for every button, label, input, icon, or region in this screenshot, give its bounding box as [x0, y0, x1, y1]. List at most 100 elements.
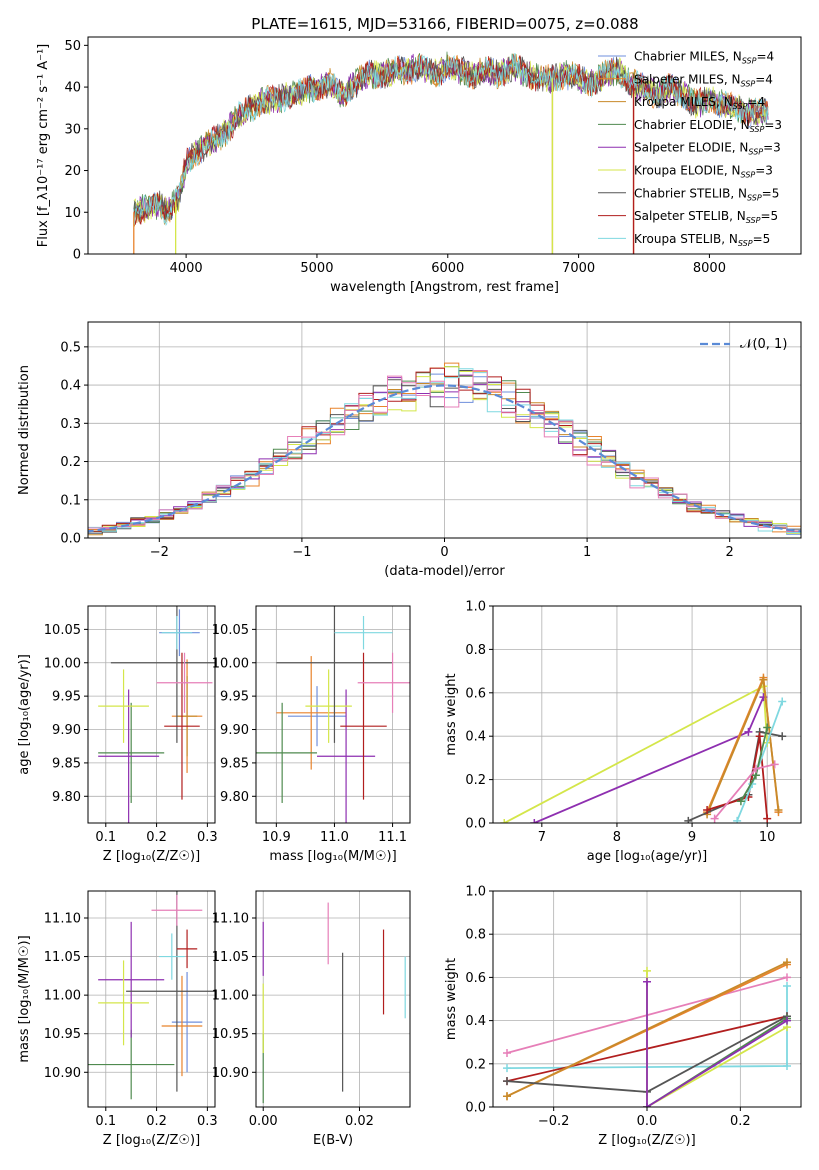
plot-content — [98, 606, 215, 823]
y-tick-label: 50 — [64, 39, 81, 54]
y-tick-label: 9.90 — [52, 723, 81, 738]
y-tick-label: 10.00 — [44, 656, 81, 671]
x-tick-label: 4000 — [170, 261, 203, 276]
x-tick-label: 0.3 — [197, 1114, 218, 1129]
weight-marker — [783, 958, 791, 967]
y-tick-label: 11.00 — [44, 989, 81, 1004]
weight-marker — [643, 1103, 651, 1107]
y-axis-label: mass [log₁₀(M/M☉)] — [17, 935, 32, 1062]
plot-area — [256, 891, 410, 1107]
x-tick-label: 10.9 — [262, 830, 291, 845]
x-tick-label: 0.1 — [95, 830, 116, 845]
y-tick-label: 11.05 — [212, 950, 249, 965]
weight-marker — [778, 697, 787, 706]
axes-frame — [492, 605, 802, 824]
y-tick-label: 0.4 — [60, 379, 81, 394]
y-tick-label: 0.2 — [60, 455, 81, 470]
weight-line — [646, 981, 788, 1107]
chart-mass-vs-ebv: 0.00 0.02 10.90 10.95 11.00 11.05 11.10 E(B-V) — [212, 890, 411, 1148]
x-tick-label: 8000 — [693, 261, 726, 276]
y-tick-label: 10.90 — [212, 1066, 249, 1081]
weight-marker — [783, 1016, 791, 1025]
legend-label: Chabrier MILES, NSSP=4 — [634, 50, 774, 66]
weight-marker — [759, 675, 768, 684]
x-axis-label: wavelength [Angstrom, rest frame] — [330, 280, 559, 295]
weight-marker — [783, 973, 791, 982]
plot-area — [88, 606, 215, 823]
chart-spectrum: Chabrier MILES, NSSP=4 Salpeter MILES, NS… — [36, 36, 802, 295]
x-tick-label: 11.1 — [378, 830, 407, 845]
x-axis-label: mass [log₁₀(M/M☉)] — [269, 849, 396, 864]
chart-age-vs-Z: 0.1 0.2 0.3 9.80 9.85 9.90 9.95 10.00 10.05 Z [lo… — [17, 605, 218, 864]
legend-label: Chabrier ELODIE, NSSP=3 — [634, 118, 782, 134]
y-tick-label: 10.95 — [212, 1027, 249, 1042]
x-tick-label: −0.2 — [538, 1114, 570, 1129]
y-tick-label: 11.10 — [44, 912, 81, 927]
weight-marker — [751, 764, 760, 773]
plot-area — [493, 606, 801, 823]
figure-title: PLATE=1615, MJD=53166, FIBERID=0075, z=0… — [251, 15, 638, 33]
x-tick-label: 0.2 — [146, 830, 167, 845]
y-tick-label: 0.8 — [465, 643, 486, 658]
weight-marker — [774, 805, 783, 814]
x-tick-label: 0.3 — [197, 830, 218, 845]
weight-marker — [643, 966, 651, 975]
weight-marker — [503, 1049, 511, 1057]
x-tick-label: 6000 — [431, 261, 464, 276]
y-tick-label: 10.95 — [44, 1027, 81, 1042]
plot-content — [88, 362, 801, 537]
y-tick-label: 0.0 — [465, 817, 486, 832]
weight-marker — [684, 816, 693, 823]
weight-marker — [503, 1092, 511, 1101]
y-tick-label: 10.90 — [44, 1066, 81, 1081]
y-axis-label: age [log₁₀(age/yr)] — [17, 654, 32, 775]
weight-marker — [783, 982, 791, 991]
y-tick-label: 0.8 — [465, 928, 486, 943]
y-axis-label: mass weight — [444, 958, 459, 1040]
y-tick-label: 20 — [64, 164, 81, 179]
y-tick-label: 9.80 — [52, 790, 81, 805]
x-tick-label: 5000 — [300, 261, 333, 276]
y-tick-label: 11.00 — [212, 989, 249, 1004]
weight-marker — [503, 1077, 511, 1086]
y-tick-label: 9.95 — [52, 690, 81, 705]
axes-frame — [87, 36, 802, 255]
y-tick-label: 0.1 — [60, 493, 81, 508]
axes-frame — [87, 890, 216, 1108]
weight-marker — [710, 814, 719, 823]
x-tick-label: 11.0 — [320, 830, 349, 845]
weight-marker — [770, 760, 779, 769]
plot-content — [133, 51, 769, 254]
x-tick-label: 10 — [759, 830, 776, 845]
x-tick-label: 0.0 — [637, 1114, 658, 1129]
y-tick-label: 0.4 — [465, 1014, 486, 1029]
x-tick-label: 2 — [726, 545, 734, 560]
chart-weight-vs-age: 7 8 9 10 0.0 0.2 0.4 0.6 0.8 1.0 age [log₁₀(age/yr… — [444, 600, 802, 864]
y-tick-label: 30 — [64, 122, 81, 137]
weight-marker — [744, 727, 753, 736]
legend-label: Salpeter MILES, NSSP=4 — [634, 72, 773, 88]
weight-marker — [736, 797, 745, 806]
y-tick-label: 0.4 — [465, 730, 486, 745]
x-tick-label: 0 — [440, 545, 448, 560]
plot-area — [256, 606, 410, 823]
weight-marker — [755, 732, 764, 741]
legend-label: Salpeter ELODIE, NSSP=3 — [634, 141, 781, 157]
y-tick-label: 9.85 — [220, 756, 249, 771]
plot-content — [256, 606, 410, 823]
x-tick-label: 0.02 — [345, 1114, 374, 1129]
weight-marker — [733, 816, 742, 823]
axes-frame — [255, 890, 411, 1108]
y-tick-label: 0.3 — [60, 417, 81, 432]
x-tick-label: 0.2 — [730, 1114, 751, 1129]
legend-label: Kroupa STELIB, NSSP=5 — [634, 232, 770, 248]
spectrum-line — [133, 53, 769, 227]
y-tick-label: 9.90 — [220, 723, 249, 738]
legend-label: Kroupa ELODIE, NSSP=3 — [634, 164, 773, 180]
legend-label: Salpeter STELIB, NSSP=5 — [634, 209, 778, 225]
x-axis-label: age [log₁₀(age/yr)] — [587, 849, 708, 864]
plot-content — [500, 673, 787, 823]
weight-marker — [763, 814, 772, 823]
x-axis-label: Z [log₁₀(Z/Z☉)] — [103, 1133, 200, 1148]
y-tick-label: 0.0 — [465, 1101, 486, 1116]
